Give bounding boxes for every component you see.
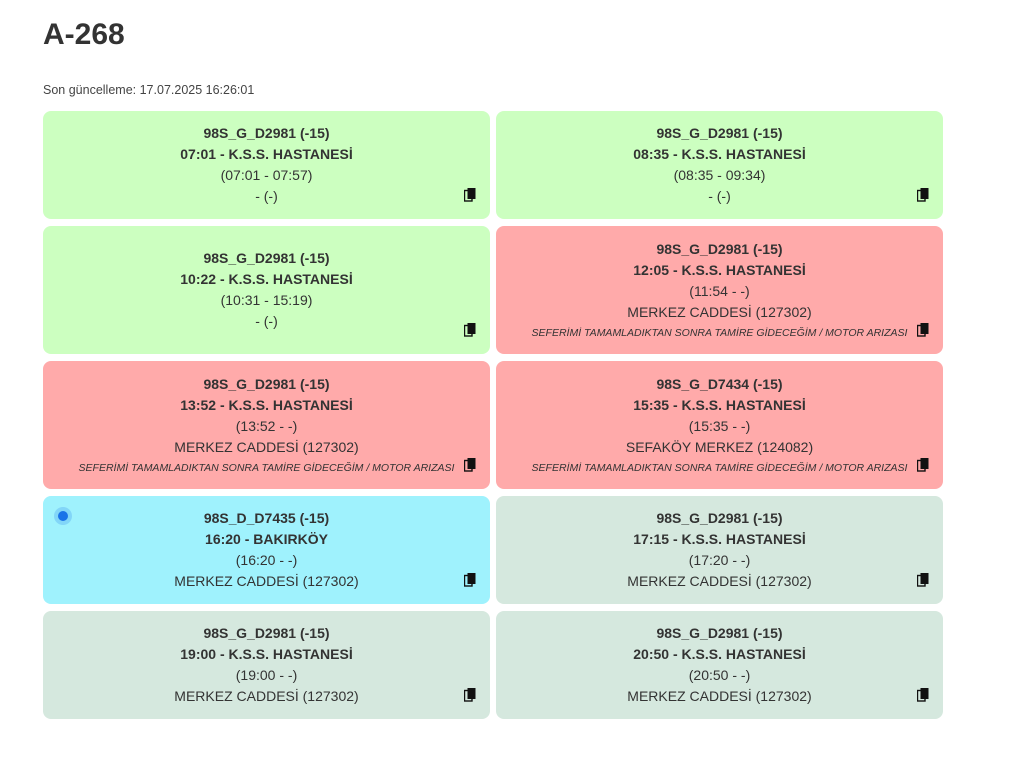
copy-icon[interactable] [917,573,929,587]
trip-actual-times: (08:35 - 09:34) [673,167,766,183]
trip-actual-times: (07:01 - 07:57) [220,167,313,183]
trip-actual-times: (13:52 - -) [235,417,298,434]
last-updated: Son güncelleme: 17.07.2025 16:26:01 [43,82,254,98]
trip-card[interactable]: 98S_D_D7435 (-15) 16:20 - BAKIRKÖY (16:20 … [43,496,490,604]
trip-route: 98S_G_D2981 (-15) [203,375,330,392]
live-dot-icon [54,507,72,525]
trip-stop: MERKEZ CADDESİ (127302) [174,573,359,589]
copy-icon[interactable] [917,323,929,337]
trip-stop: - (-) [255,313,278,329]
copy-icon[interactable] [464,188,476,202]
trip-route: 98S_G_D2981 (-15) [203,250,330,266]
trip-note: SEFERİMİ TAMAMLADIKTAN SONRA TAMİRE GİDE… [531,461,908,474]
trip-stop: MERKEZ CADDESİ (127302) [627,303,812,320]
trip-stop: - (-) [708,188,731,204]
trip-card[interactable]: 98S_G_D2981 (-15) 13:52 - K.S.S. HASTANES… [43,361,490,489]
trip-grid: 98S_G_D2981 (-15) 07:01 - K.S.S. HASTANES… [43,111,943,719]
trip-stop: MERKEZ CADDESİ (127302) [174,688,359,704]
trip-card[interactable]: 98S_G_D2981 (-15) 10:22 - K.S.S. HASTANES… [43,226,490,354]
trip-departure: 07:01 - K.S.S. HASTANESİ [180,146,353,162]
copy-icon[interactable] [464,573,476,587]
trip-route: 98S_G_D2981 (-15) [203,625,330,641]
copy-icon[interactable] [917,458,929,472]
copy-icon[interactable] [917,688,929,702]
trip-card[interactable]: 98S_G_D7434 (-15) 15:35 - K.S.S. HASTANES… [496,361,943,489]
trip-route: 98S_G_D2981 (-15) [656,510,783,526]
trip-note: SEFERİMİ TAMAMLADIKTAN SONRA TAMİRE GİDE… [531,326,908,339]
trip-departure: 13:52 - K.S.S. HASTANESİ [180,396,353,413]
trip-route: 98S_D_D7435 (-15) [203,510,330,526]
trip-card[interactable]: 98S_G_D2981 (-15) 19:00 - K.S.S. HASTANES… [43,611,490,719]
trip-departure: 12:05 - K.S.S. HASTANESİ [633,261,806,278]
page-title: A-268 [43,18,125,51]
trip-stop: MERKEZ CADDESİ (127302) [627,688,812,704]
trip-route: 98S_G_D7434 (-15) [656,375,783,392]
copy-icon[interactable] [464,688,476,702]
trip-card[interactable]: 98S_G_D2981 (-15) 17:15 - K.S.S. HASTANES… [496,496,943,604]
trip-stop: SEFAKÖY MERKEZ (124082) [625,438,814,455]
trip-card[interactable]: 98S_G_D2981 (-15) 07:01 - K.S.S. HASTANES… [43,111,490,219]
last-updated-label: Son güncelleme: [43,83,137,97]
trip-actual-times: (20:50 - -) [688,667,751,683]
trip-departure: 16:20 - BAKIRKÖY [205,531,328,547]
trip-stop: MERKEZ CADDESİ (127302) [174,438,359,455]
trip-departure: 20:50 - K.S.S. HASTANESİ [633,646,806,662]
trip-stop: MERKEZ CADDESİ (127302) [627,573,812,589]
trip-actual-times: (16:20 - -) [235,552,298,568]
trip-card[interactable]: 98S_G_D2981 (-15) 12:05 - K.S.S. HASTANES… [496,226,943,354]
trip-route: 98S_G_D2981 (-15) [656,625,783,641]
trip-actual-times: (11:54 - -) [689,282,750,299]
trip-card[interactable]: 98S_G_D2981 (-15) 20:50 - K.S.S. HASTANES… [496,611,943,719]
trip-route: 98S_G_D2981 (-15) [203,125,330,141]
trip-actual-times: (15:35 - -) [688,417,751,434]
trip-note: SEFERİMİ TAMAMLADIKTAN SONRA TAMİRE GİDE… [78,461,455,474]
trip-departure: 10:22 - K.S.S. HASTANESİ [180,271,353,287]
copy-icon[interactable] [464,323,476,337]
trip-actual-times: (17:20 - -) [688,552,751,568]
trip-route: 98S_G_D2981 (-15) [656,125,783,141]
trip-departure: 17:15 - K.S.S. HASTANESİ [633,531,806,547]
trip-actual-times: (19:00 - -) [235,667,298,683]
trip-actual-times: (10:31 - 15:19) [220,292,313,308]
copy-icon[interactable] [917,188,929,202]
trip-departure: 15:35 - K.S.S. HASTANESİ [633,396,806,413]
trip-route: 98S_G_D2981 (-15) [656,240,783,257]
trip-departure: 19:00 - K.S.S. HASTANESİ [180,646,353,662]
trip-departure: 08:35 - K.S.S. HASTANESİ [633,146,806,162]
trip-card[interactable]: 98S_G_D2981 (-15) 08:35 - K.S.S. HASTANES… [496,111,943,219]
copy-icon[interactable] [464,458,476,472]
trip-stop: - (-) [255,188,278,204]
last-updated-value: 17.07.2025 16:26:01 [139,83,255,97]
